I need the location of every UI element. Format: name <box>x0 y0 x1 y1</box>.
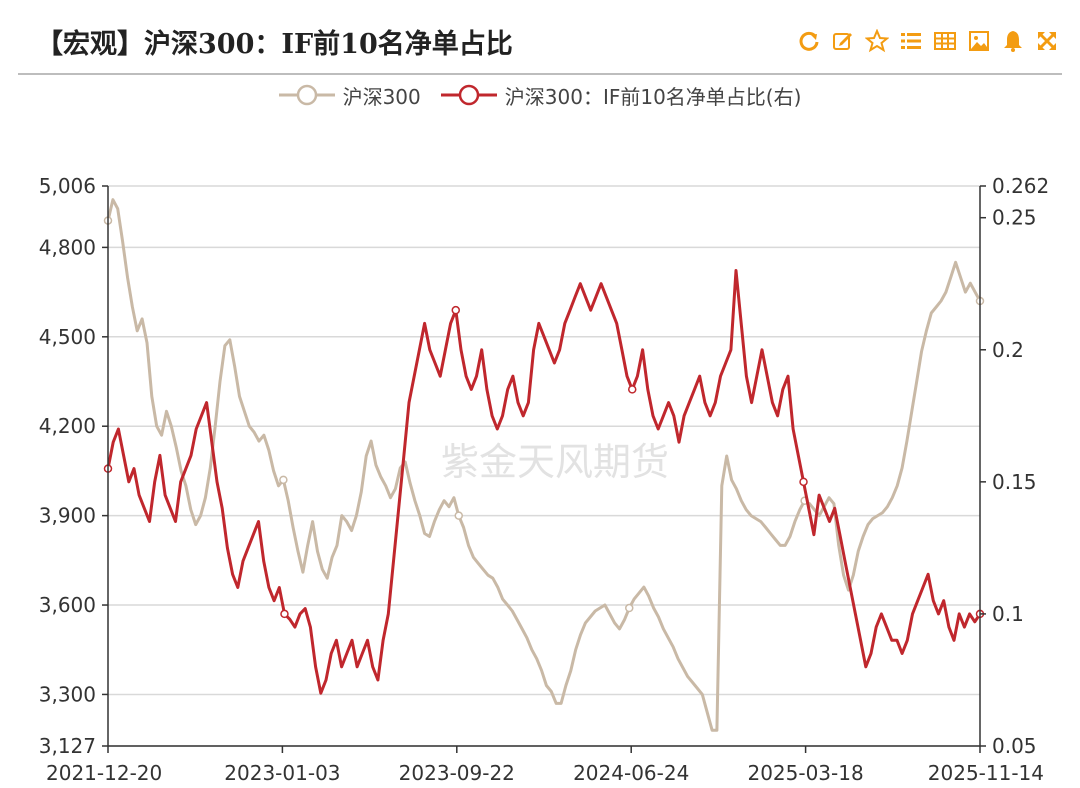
x-tick-label: 2025-11-14 <box>928 761 1044 785</box>
left-tick-label: 3,300 <box>39 682 96 706</box>
point-marker-if-net[interactable] <box>627 385 637 394</box>
watermark-text: 紫金天风期货 <box>441 440 669 484</box>
list-icon[interactable] <box>898 28 924 54</box>
right-tick-label: 0.05 <box>992 734 1037 758</box>
left-tick-label: 3,127 <box>39 734 96 758</box>
bell-icon[interactable] <box>1000 28 1026 54</box>
right-tick-label: 0.1 <box>992 602 1024 626</box>
left-tick-label: 4,800 <box>39 235 96 259</box>
refresh-icon[interactable] <box>796 28 822 54</box>
point-marker-if-net[interactable] <box>451 305 461 315</box>
series-line-if-net[interactable] <box>106 269 982 695</box>
legend-marker-if-net <box>440 84 497 106</box>
left-tick-label: 3,900 <box>39 504 96 528</box>
x-tick-label: 2024-06-24 <box>573 761 689 785</box>
axes: 3,127 3,300 3,600 3,900 4,200 4,500 4,800 5,006… <box>39 174 1050 785</box>
chart-legend: 沪深300 沪深300：IF前10名净单占比(右) <box>0 78 1080 112</box>
toolbar <box>796 28 1060 54</box>
expand-icon[interactable] <box>1034 28 1060 54</box>
star-icon[interactable] <box>864 28 890 54</box>
legend-item-if-net[interactable]: 沪深300：IF前10名净单占比(右) <box>440 81 802 110</box>
x-tick-label: 2023-01-03 <box>224 761 340 785</box>
left-tick-label: 3,600 <box>39 593 96 617</box>
point-marker-hs300[interactable] <box>454 511 463 520</box>
legend-item-hs300[interactable]: 沪深300 <box>278 81 421 110</box>
right-tick-label: 0.2 <box>992 338 1024 362</box>
left-tick-label: 4,500 <box>39 325 96 349</box>
point-marker-hs300[interactable] <box>279 475 288 485</box>
table-icon[interactable] <box>932 28 958 54</box>
x-tick-label: 2023-09-22 <box>399 761 515 785</box>
right-tick-label: 0.25 <box>992 206 1037 230</box>
point-marker-if-net[interactable] <box>799 477 808 487</box>
image-icon[interactable] <box>966 28 992 54</box>
chart-header: 【宏观】沪深300：IF前10名净单占比 <box>0 0 1080 74</box>
x-tick-label: 2025-03-18 <box>747 761 863 785</box>
header-divider <box>18 73 1062 75</box>
legend-label-if-net: 沪深300：IF前10名净单占比(右) <box>504 84 802 109</box>
series-layer <box>103 198 985 732</box>
edit-icon[interactable] <box>830 28 856 54</box>
point-marker-hs300[interactable] <box>625 603 634 613</box>
legend-marker-hs300 <box>278 84 335 106</box>
chart-title: 【宏观】沪深300：IF前10名净单占比 <box>36 29 513 60</box>
legend-label-hs300: 沪深300 <box>342 84 421 109</box>
left-tick-label: 5,006 <box>39 174 96 198</box>
right-tick-label: 0.262 <box>992 174 1049 198</box>
right-tick-label: 0.15 <box>992 470 1037 494</box>
left-tick-label: 4,200 <box>39 414 96 438</box>
x-tick-label: 2021-12-20 <box>46 761 162 785</box>
point-marker-if-net[interactable] <box>280 609 289 619</box>
